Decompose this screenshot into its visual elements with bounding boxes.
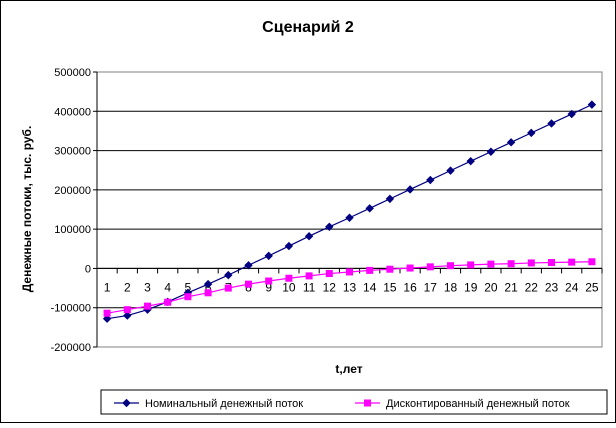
data-point (284, 241, 294, 251)
data-point (224, 284, 232, 292)
x-tick-label: 15 (383, 280, 397, 294)
x-tick-label: 20 (484, 280, 498, 294)
data-point (366, 266, 374, 274)
data-point (507, 260, 515, 268)
data-point (365, 204, 374, 213)
x-tick-label: 18 (444, 280, 458, 294)
y-tick-label: 300000 (54, 146, 91, 158)
legend-label: Дисконтированный денежный поток (386, 398, 570, 410)
x-tick-label: 1 (104, 280, 111, 294)
data-point (264, 251, 273, 261)
data-point (386, 265, 394, 273)
x-tick-label: 3 (144, 280, 151, 294)
x-tick-label: 25 (585, 280, 599, 294)
x-tick-label: 23 (545, 280, 559, 294)
data-point (486, 147, 496, 156)
data-point (506, 138, 516, 147)
data-point (527, 259, 535, 267)
y-tick-label: 100000 (54, 224, 91, 236)
data-point (325, 270, 333, 278)
x-tick-label: 10 (282, 280, 296, 294)
data-point (184, 293, 192, 301)
data-point (102, 314, 112, 323)
data-point (426, 263, 434, 271)
x-tick-label: 9 (265, 280, 272, 294)
data-point (144, 302, 151, 310)
data-point (164, 298, 172, 306)
data-point (265, 277, 273, 285)
data-point (245, 280, 252, 288)
series-nominal (102, 100, 597, 323)
data-point (285, 274, 293, 282)
data-point (527, 128, 536, 138)
y-tick-label: 0 (85, 263, 91, 275)
data-point (305, 272, 313, 280)
x-tick-label: 19 (464, 280, 478, 294)
x-tick-label: 17 (424, 280, 438, 294)
series-discounted (103, 258, 596, 317)
data-point (426, 175, 435, 185)
legend (100, 389, 608, 415)
data-point (103, 309, 111, 317)
data-point (467, 261, 475, 269)
legend-entry: Дисконтированный денежный поток (355, 398, 570, 410)
x-tick-label: 13 (343, 280, 357, 294)
data-point (244, 261, 253, 270)
x-tick-label: 12 (323, 280, 337, 294)
x-tick-label: 11 (303, 280, 316, 294)
x-tick-label: 5 (185, 280, 192, 294)
data-point (204, 289, 212, 297)
data-point (224, 270, 233, 280)
y-tick-label: 400000 (54, 106, 91, 118)
x-tick-label: 24 (565, 280, 579, 294)
x-tick-label: 16 (403, 280, 417, 294)
data-point (447, 262, 454, 270)
data-point (304, 232, 314, 241)
data-point (123, 311, 132, 320)
data-point (123, 306, 131, 314)
y-tick-label: -100000 (51, 303, 91, 315)
x-tick-label: 21 (504, 280, 518, 294)
data-point (588, 258, 596, 266)
data-point (466, 156, 475, 166)
data-point (547, 119, 556, 128)
y-axis: -200000 -100000 0 100000 200000 300000 400000 5… (51, 67, 98, 354)
y-tick-label: 500000 (54, 67, 91, 79)
data-point (325, 222, 334, 231)
data-point (405, 185, 415, 194)
data-point (446, 166, 455, 175)
data-point (567, 109, 576, 119)
x-tick-label: 2 (124, 280, 131, 294)
data-point (548, 259, 555, 267)
y-axis-label: Денежные потоки, тыс. руб. (20, 126, 34, 293)
legend-label: Номинальный денежный поток (145, 398, 303, 410)
plot-area (96, 71, 603, 348)
legend-entry: Номинальный денежный поток (114, 398, 303, 410)
x-tick-label: 14 (363, 280, 377, 294)
data-point (203, 279, 213, 289)
data-point (487, 260, 495, 268)
x-tick-label: 22 (525, 280, 539, 294)
data-point (385, 194, 395, 204)
data-point (364, 399, 371, 407)
series-group (102, 100, 597, 323)
x-tick-label: 4 (164, 280, 171, 294)
data-point (346, 268, 353, 276)
y-tick-label: 200000 (54, 185, 91, 197)
data-point (122, 398, 131, 408)
chart-title: Сценарий 2 (262, 19, 354, 36)
x-axis: 1234567891011121314151617181920212223242… (96, 267, 603, 294)
data-point (345, 213, 354, 222)
y-tick-label: -200000 (51, 342, 91, 354)
data-point (587, 100, 597, 109)
x-axis-label: t,лет (335, 362, 362, 376)
legend-entries: Номинальный денежный поток Дисконтированн… (114, 398, 570, 410)
data-point (568, 258, 576, 266)
data-point (406, 264, 414, 272)
